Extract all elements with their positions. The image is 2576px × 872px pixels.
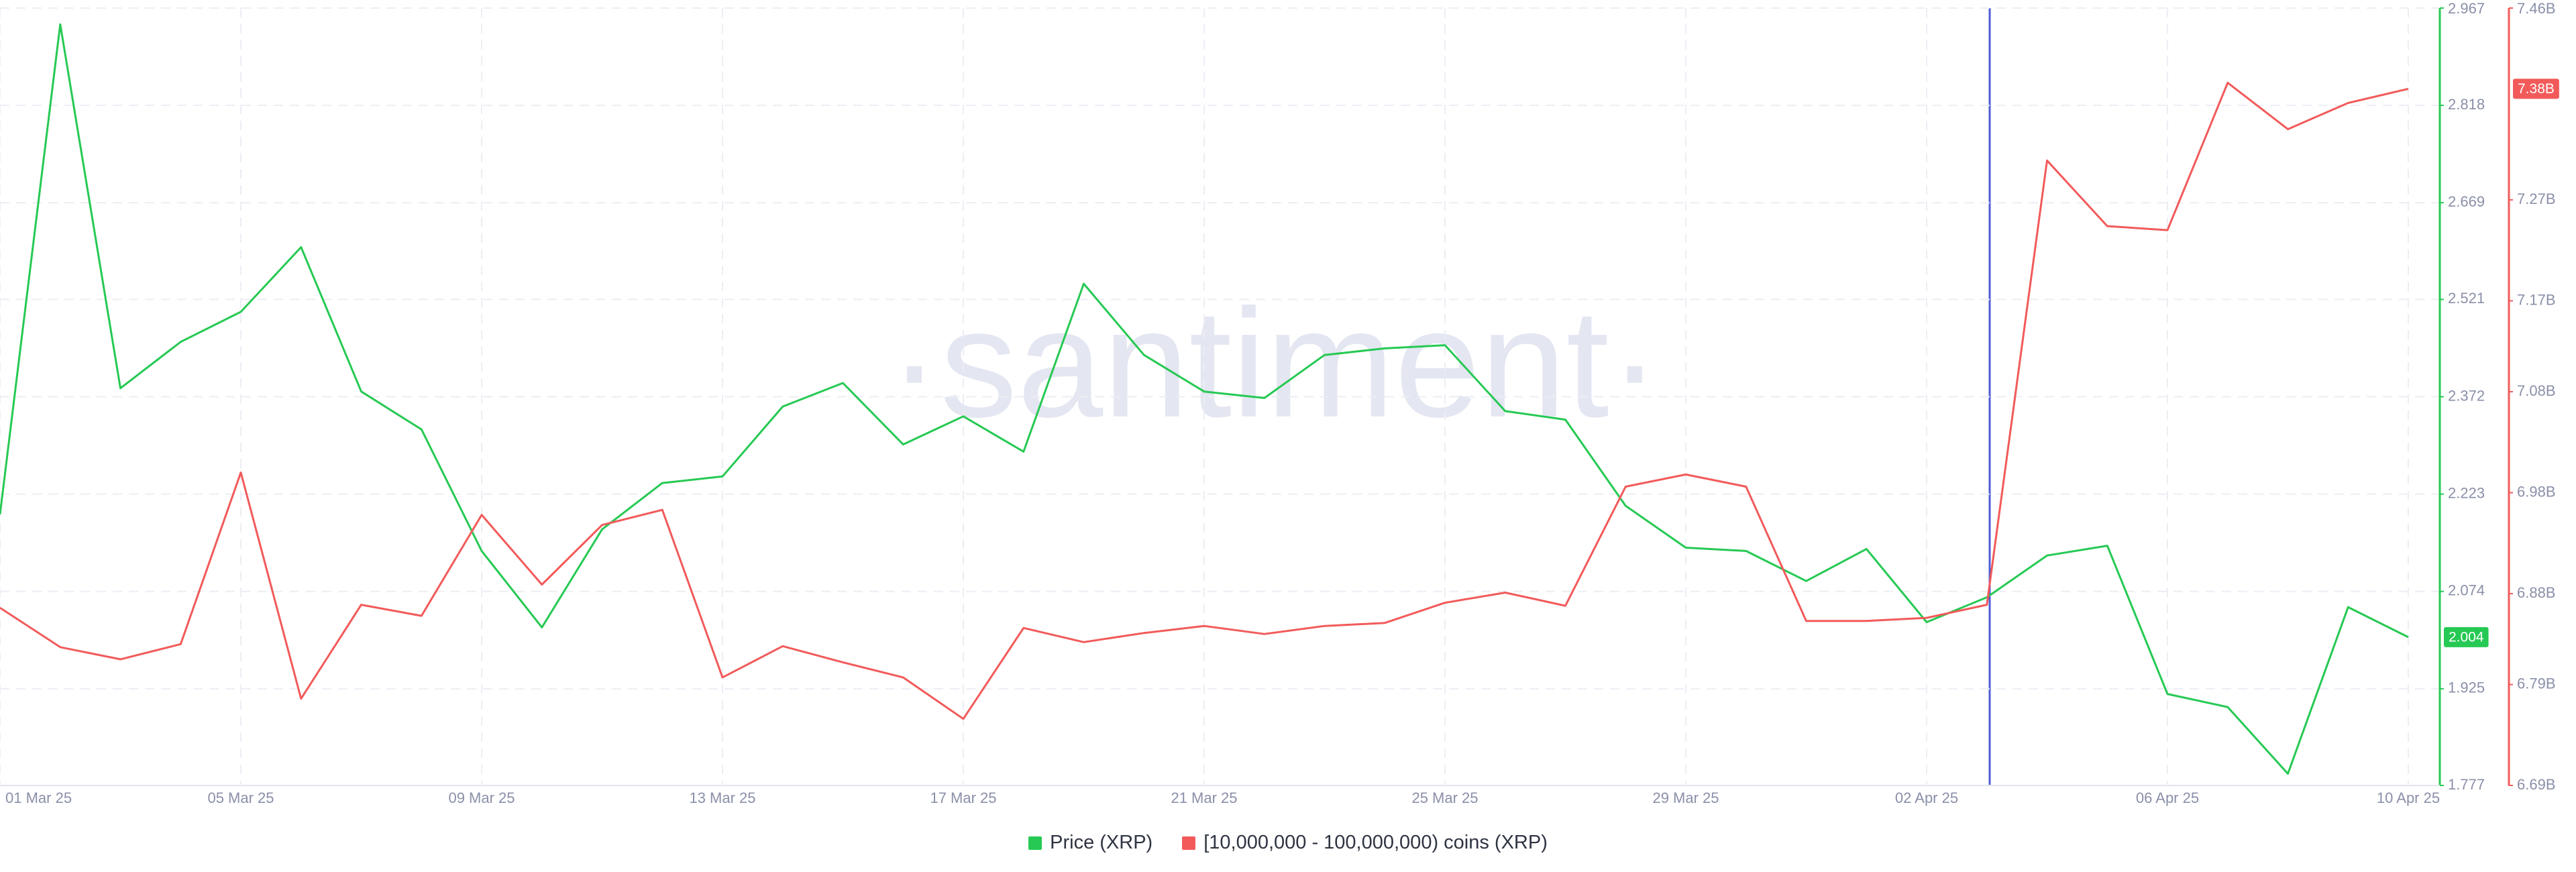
y-tick-label: 2.074: [2448, 582, 2485, 599]
last-value-badge: 2.004: [2444, 626, 2489, 647]
y-tick-label: 2.669: [2448, 193, 2485, 210]
x-tick-label: 13 Mar 25: [689, 789, 755, 806]
y2-tick-label: 6.79B: [2517, 675, 2556, 692]
x-tick-label: 09 Mar 25: [448, 789, 515, 806]
x-tick-label: 17 Mar 25: [930, 789, 996, 806]
y2-tick-label: 6.88B: [2517, 584, 2556, 601]
x-tick-label: 10 Apr 25: [2377, 789, 2440, 806]
x-tick-label: 01 Mar 25: [5, 789, 72, 806]
badge-bg: [2444, 626, 2489, 647]
y-tick-label: 2.223: [2448, 484, 2485, 501]
y-tick-label: 2.372: [2448, 387, 2485, 404]
y2-tick-label: 6.69B: [2517, 776, 2556, 793]
series-line: [0, 23, 2409, 775]
x-tick-label: 02 Apr 25: [1895, 789, 1958, 806]
x-tick-label: 29 Mar 25: [1652, 789, 1719, 806]
last-value-badge: 7.38B: [2513, 78, 2559, 99]
y-tick-label: 2.818: [2448, 96, 2485, 113]
x-tick-label: 06 Apr 25: [2136, 789, 2199, 806]
badge-label: 2.004: [2449, 629, 2484, 645]
y-tick-label: 1.925: [2448, 679, 2485, 696]
watermark: ·santiment·: [889, 277, 1660, 449]
series-line: [0, 81, 2409, 720]
legend-label: Price (XRP): [1050, 832, 1153, 853]
x-tick-label: 05 Mar 25: [207, 789, 274, 806]
x-tick-label: 21 Mar 25: [1171, 789, 1237, 806]
y2-tick-label: 6.98B: [2517, 483, 2556, 500]
badge-label: 7.38B: [2518, 81, 2555, 97]
y2-tick-label: 7.27B: [2517, 190, 2556, 207]
legend-swatch: [1028, 836, 1042, 850]
legend-item[interactable]: [10,000,000 - 100,000,000) coins (XRP): [1182, 832, 1548, 854]
legend: Price (XRP) [10,000,000 - 100,000,000) co…: [0, 832, 2576, 854]
y2-tick-label: 7.46B: [2517, 0, 2556, 17]
y-tick-label: 1.777: [2448, 776, 2485, 793]
legend-item[interactable]: Price (XRP): [1028, 832, 1152, 854]
x-tick-label: 25 Mar 25: [1411, 789, 1478, 806]
legend-label: [10,000,000 - 100,000,000) coins (XRP): [1203, 832, 1548, 853]
legend-swatch: [1182, 836, 1196, 850]
chart: ·santiment· 2.967 2.818 2.669 2.521 2.372 2.2…: [0, 0, 2559, 806]
y-tick-label: 2.521: [2448, 290, 2485, 307]
y2-tick-label: 7.17B: [2517, 291, 2556, 308]
badge-bg: [2513, 78, 2559, 99]
y2-tick-label: 7.08B: [2517, 382, 2556, 399]
y-tick-label: 2.967: [2448, 0, 2485, 17]
